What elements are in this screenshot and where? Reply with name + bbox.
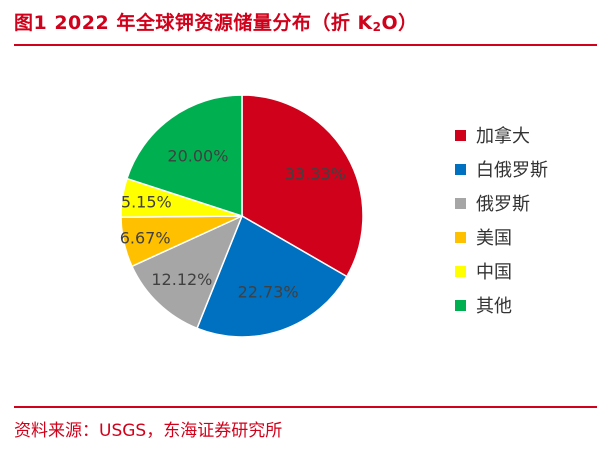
footer-divider [14, 406, 597, 408]
legend-label: 美国 [476, 228, 512, 249]
pie-slice-6 [125, 94, 243, 218]
legend-item-3: 俄罗斯 [455, 186, 548, 220]
data-label-4: 6.67% [120, 229, 171, 248]
legend-swatch [455, 265, 466, 277]
legend-label: 其他 [476, 296, 512, 317]
legend-item-5: 中国 [455, 254, 548, 288]
chart-title: 图1 2022 年全球钾资源储量分布（折 K2O） [14, 8, 418, 35]
title-main: 图1 2022 年全球钾资源储量分布（折 K [14, 12, 373, 34]
data-label-5: 5.15% [121, 192, 172, 211]
legend-swatch [455, 299, 466, 311]
data-label-3: 12.12% [151, 270, 212, 289]
legend-label: 白俄罗斯 [476, 160, 548, 181]
legend-item-1: 加拿大 [455, 118, 548, 152]
pie-slice-1 [241, 94, 364, 278]
title-subscript: 2 [372, 20, 382, 34]
legend-swatch [455, 197, 466, 209]
legend-item-6: 其他 [455, 288, 548, 322]
pie-slice-3 [130, 214, 244, 330]
chart-legend: 加拿大白俄罗斯俄罗斯美国中国其他 [455, 118, 548, 322]
pie-chart: 33.33% 22.73% 12.12% 6.67% 5.15% 20.00% [120, 94, 364, 338]
legend-swatch [455, 163, 466, 175]
legend-item-4: 美国 [455, 220, 548, 254]
pie-slice-2 [196, 214, 348, 338]
legend-label: 中国 [476, 262, 512, 283]
data-label-2: 22.73% [238, 282, 299, 301]
title-divider [14, 44, 597, 46]
source-note: 资料来源：USGS，东海证券研究所 [14, 421, 283, 441]
title-end: O） [381, 12, 418, 34]
legend-label: 俄罗斯 [476, 194, 530, 215]
legend-label: 加拿大 [476, 126, 530, 147]
legend-swatch [455, 231, 466, 243]
legend-item-2: 白俄罗斯 [455, 152, 548, 186]
legend-swatch [455, 129, 466, 141]
data-label-1: 33.33% [285, 165, 346, 184]
data-label-6: 20.00% [167, 146, 228, 165]
